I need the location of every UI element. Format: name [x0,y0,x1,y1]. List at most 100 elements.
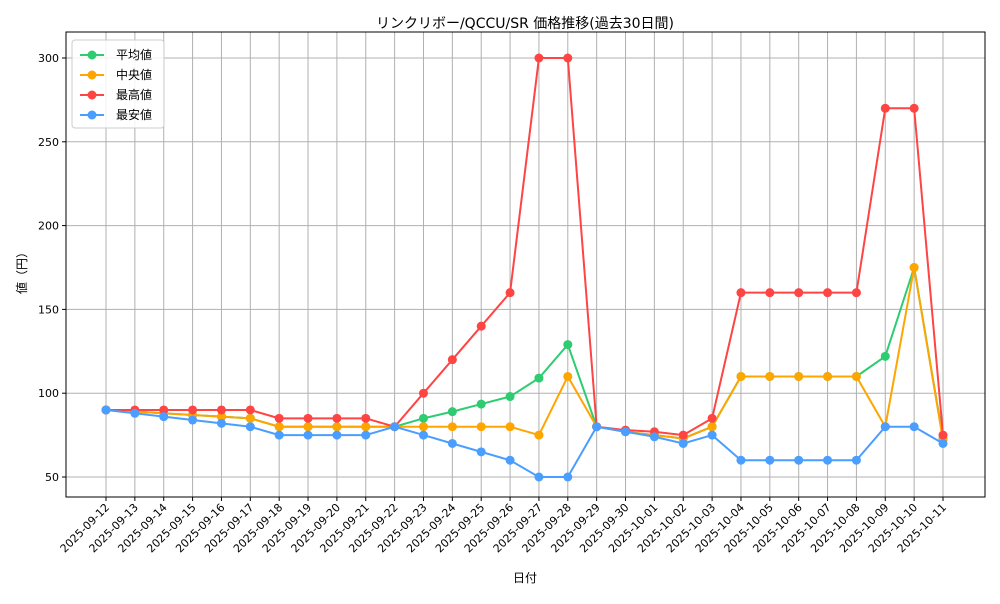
legend-marker [87,90,97,100]
data-point [794,455,804,465]
data-point [476,321,486,331]
data-point [505,392,515,402]
data-point [794,288,804,298]
y-axis: 50 100 150 200 250 300 [38,52,66,484]
data-point [332,430,342,440]
data-point [159,405,169,415]
data-point [563,371,573,381]
data-point [707,413,717,423]
data-point [447,422,457,432]
data-point [130,408,140,418]
series-平均値 [101,263,948,443]
data-point [592,422,602,432]
data-point [534,373,544,383]
data-point [534,472,544,482]
y-tick-label: 150 [38,303,59,316]
x-axis: 2025-09-122025-09-132025-09-142025-09-15… [58,497,949,555]
data-point [707,422,717,432]
legend-box [71,39,165,129]
data-point [159,412,169,422]
data-point [534,53,544,63]
data-point [245,422,255,432]
grid [66,32,985,497]
data-point [880,103,890,113]
data-point [216,418,226,428]
data-point [736,455,746,465]
series-line [106,57,944,437]
data-point [303,413,313,423]
data-point [765,455,775,465]
data-point [736,371,746,381]
series-line [105,267,944,441]
legend-label: 最高値 [116,87,152,102]
data-point [361,430,371,440]
data-point [332,413,342,423]
data-point [505,455,515,465]
data-point [274,430,284,440]
data-point [909,103,919,113]
data-point [707,430,717,440]
legend-label: 最安値 [116,107,152,122]
data-point [361,413,371,423]
data-point [476,447,486,457]
series-lines [101,53,948,482]
data-point [418,430,428,440]
data-point [188,405,198,415]
legend-marker [87,70,97,80]
legend-label: 中央値 [116,67,152,82]
data-point [216,405,226,415]
data-point [303,422,313,432]
data-point [649,432,659,442]
data-point [447,355,457,365]
y-tick-label: 200 [38,220,59,233]
y-tick-label: 250 [38,136,59,149]
series-中央値 [101,263,948,445]
data-point [851,371,861,381]
data-point [418,422,428,432]
data-point [765,371,775,381]
data-point [794,371,804,381]
data-point [880,422,890,432]
data-point [361,422,371,432]
data-point [909,263,919,272]
data-point [851,455,861,465]
data-point [245,405,255,415]
data-point [447,407,457,417]
y-tick-label: 50 [45,471,59,484]
data-point [765,288,775,298]
data-point [823,455,833,465]
data-point [476,422,486,432]
data-point [938,438,948,448]
series-最高値 [101,53,948,440]
data-point [938,430,948,440]
data-point [188,415,198,425]
chart-title: リンクリボー/QCCU/SR 価格推移(過去30日間) [376,16,674,32]
data-point [505,288,515,298]
plot-frame [65,31,986,498]
data-point [332,422,342,432]
data-point [303,430,313,440]
data-point [476,399,486,409]
data-point [678,430,688,440]
y-axis-label: 値（円） [14,246,29,294]
data-point [418,413,428,423]
legend-marker [87,110,97,120]
data-point [736,288,746,298]
data-point [216,412,226,422]
data-point [678,438,688,448]
data-point [823,288,833,298]
data-point [447,438,457,448]
data-point [563,340,573,350]
data-point [909,422,919,432]
data-point [823,371,833,381]
legend-label: 平均値 [116,47,152,62]
data-point [245,413,255,423]
series-line [105,408,944,478]
data-point [418,388,428,398]
data-point [563,53,573,63]
legend-marker [87,50,97,60]
series-最安値 [101,405,948,482]
data-point [390,422,400,432]
y-tick-label: 300 [38,52,59,65]
